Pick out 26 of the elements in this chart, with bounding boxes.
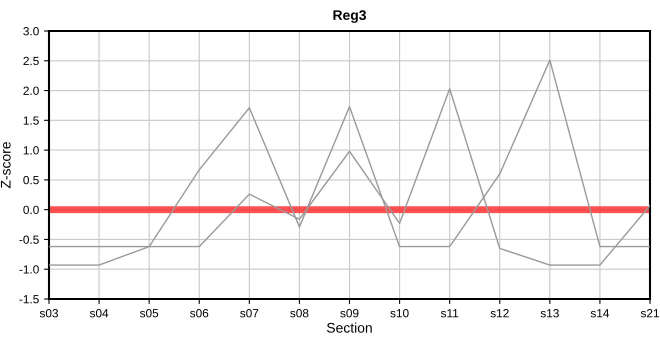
- x-tick-label: s09: [340, 309, 358, 318]
- x-tick-label: s04: [90, 309, 108, 318]
- x-tick-label: s12: [490, 309, 509, 318]
- y-tick-label: -0.5: [19, 235, 39, 244]
- x-tick-label: s05: [140, 309, 158, 318]
- x-axis-title: Section: [326, 322, 372, 333]
- y-tick-label: 1.5: [24, 116, 39, 125]
- y-tick-label: -1.0: [19, 265, 39, 274]
- x-tick-label: s11: [440, 309, 458, 318]
- x-tick-label: s08: [290, 309, 308, 318]
- chart-title: Reg3: [333, 10, 366, 23]
- y-tick-label: 3.0: [23, 27, 39, 36]
- y-axis-title: Z-score: [0, 142, 11, 188]
- y-tick-label: 1.0: [24, 146, 39, 155]
- y-tick-label: 2.0: [23, 86, 39, 95]
- x-tick-label: s14: [590, 309, 610, 318]
- y-tick-label: -1.5: [19, 295, 39, 304]
- x-tick-label: s21: [640, 309, 659, 318]
- x-tick-label: s06: [190, 309, 208, 318]
- y-tick-label: 0.5: [23, 176, 39, 184]
- y-tick-label: 2.5: [23, 56, 39, 66]
- x-tick-label: s13: [540, 309, 559, 318]
- y-tick-label: 0.0: [23, 206, 39, 214]
- x-tick-label: s10: [390, 309, 409, 318]
- x-tick-label: s07: [240, 309, 258, 318]
- x-tick-label: s03: [40, 309, 58, 318]
